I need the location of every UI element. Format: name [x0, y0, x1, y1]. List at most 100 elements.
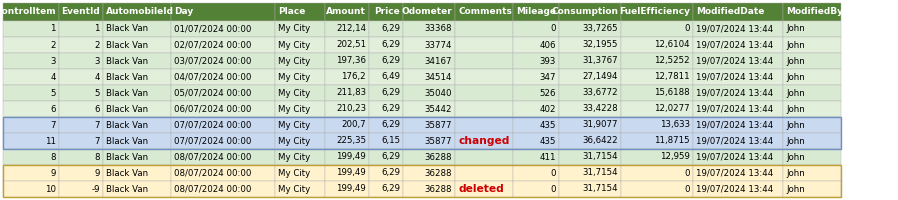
Text: John: John [786, 136, 805, 146]
Text: EventId: EventId [61, 7, 100, 17]
Text: 35877: 35877 [425, 120, 452, 130]
Bar [621, 165, 693, 181]
Text: 35442: 35442 [425, 104, 452, 114]
Bar [621, 133, 693, 149]
Text: 36288: 36288 [425, 168, 452, 178]
Bar [3, 165, 59, 181]
Bar [325, 69, 369, 85]
Bar [369, 117, 403, 133]
Text: 199,49: 199,49 [336, 152, 366, 162]
Text: 19/07/2024 13:44: 19/07/2024 13:44 [696, 72, 773, 82]
Bar [103, 149, 171, 165]
Bar [513, 3, 559, 21]
Bar [693, 149, 783, 165]
Bar [171, 85, 275, 101]
Bar [513, 181, 559, 197]
Bar [455, 21, 513, 37]
Text: 6,29: 6,29 [381, 40, 400, 49]
Text: John: John [786, 72, 805, 82]
Text: John: John [786, 56, 805, 66]
Bar [103, 69, 171, 85]
Text: 202,51: 202,51 [336, 40, 366, 49]
Text: 31,7154: 31,7154 [583, 152, 618, 162]
Bar [621, 3, 693, 21]
Text: 9: 9 [50, 168, 56, 178]
Text: 31,9077: 31,9077 [583, 120, 618, 130]
Bar [59, 133, 103, 149]
Text: Black Van: Black Van [106, 72, 148, 82]
Bar [103, 21, 171, 37]
Bar [275, 21, 325, 37]
Text: 526: 526 [540, 88, 556, 98]
Text: 6,29: 6,29 [381, 24, 400, 33]
Bar [559, 117, 621, 133]
Text: 9: 9 [94, 168, 100, 178]
Text: 35877: 35877 [425, 136, 452, 146]
Text: 36,6422: 36,6422 [583, 136, 618, 146]
Bar [3, 85, 59, 101]
Bar [455, 133, 513, 149]
Text: John: John [786, 184, 805, 194]
Text: 35040: 35040 [425, 88, 452, 98]
Text: 4: 4 [50, 72, 56, 82]
Text: 7: 7 [94, 136, 100, 146]
Bar [403, 21, 455, 37]
Text: 199,49: 199,49 [336, 168, 366, 178]
Bar [103, 133, 171, 149]
Text: 34167: 34167 [425, 56, 452, 66]
Bar [783, 85, 841, 101]
Text: My City: My City [278, 72, 310, 82]
Text: 19/07/2024 13:44: 19/07/2024 13:44 [696, 56, 773, 66]
Text: 211,83: 211,83 [336, 88, 366, 98]
Bar [103, 181, 171, 197]
Bar [275, 85, 325, 101]
Bar [559, 181, 621, 197]
Bar [59, 181, 103, 197]
Text: John: John [786, 24, 805, 33]
Text: 435: 435 [540, 120, 556, 130]
Bar [275, 69, 325, 85]
Bar [275, 149, 325, 165]
Text: 1: 1 [94, 24, 100, 33]
Text: 32,1955: 32,1955 [583, 40, 618, 49]
Bar [369, 165, 403, 181]
Text: 12,5252: 12,5252 [655, 56, 690, 66]
Text: deleted: deleted [458, 184, 504, 194]
Text: 197,36: 197,36 [336, 56, 366, 66]
Bar [3, 3, 59, 21]
Bar [171, 133, 275, 149]
Text: 6,29: 6,29 [381, 168, 400, 178]
Bar [559, 101, 621, 117]
Bar [403, 85, 455, 101]
Text: FuelEfficiency: FuelEfficiency [619, 7, 690, 17]
Text: Black Van: Black Van [106, 24, 148, 33]
Bar [369, 181, 403, 197]
Text: ModifiedBy: ModifiedBy [786, 7, 843, 17]
Bar [275, 133, 325, 149]
Text: 33,7265: 33,7265 [583, 24, 618, 33]
Bar [171, 21, 275, 37]
Bar [369, 69, 403, 85]
Text: Price: Price [374, 7, 400, 17]
Bar [559, 3, 621, 21]
Text: John: John [786, 88, 805, 98]
Bar [455, 3, 513, 21]
Bar [369, 133, 403, 149]
Text: 08/07/2024 00:00: 08/07/2024 00:00 [174, 152, 251, 162]
Text: 1: 1 [50, 24, 56, 33]
Text: 12,0277: 12,0277 [655, 104, 690, 114]
Bar [3, 101, 59, 117]
Bar [693, 133, 783, 149]
Text: 12,959: 12,959 [660, 152, 690, 162]
Text: 3: 3 [50, 56, 56, 66]
Bar [513, 133, 559, 149]
Bar [325, 149, 369, 165]
Text: 2: 2 [50, 40, 56, 49]
Bar [513, 165, 559, 181]
Bar [693, 85, 783, 101]
Text: 2: 2 [94, 40, 100, 49]
Text: 10: 10 [45, 184, 56, 194]
Text: 19/07/2024 13:44: 19/07/2024 13:44 [696, 152, 773, 162]
Text: My City: My City [278, 88, 310, 98]
Bar [275, 165, 325, 181]
